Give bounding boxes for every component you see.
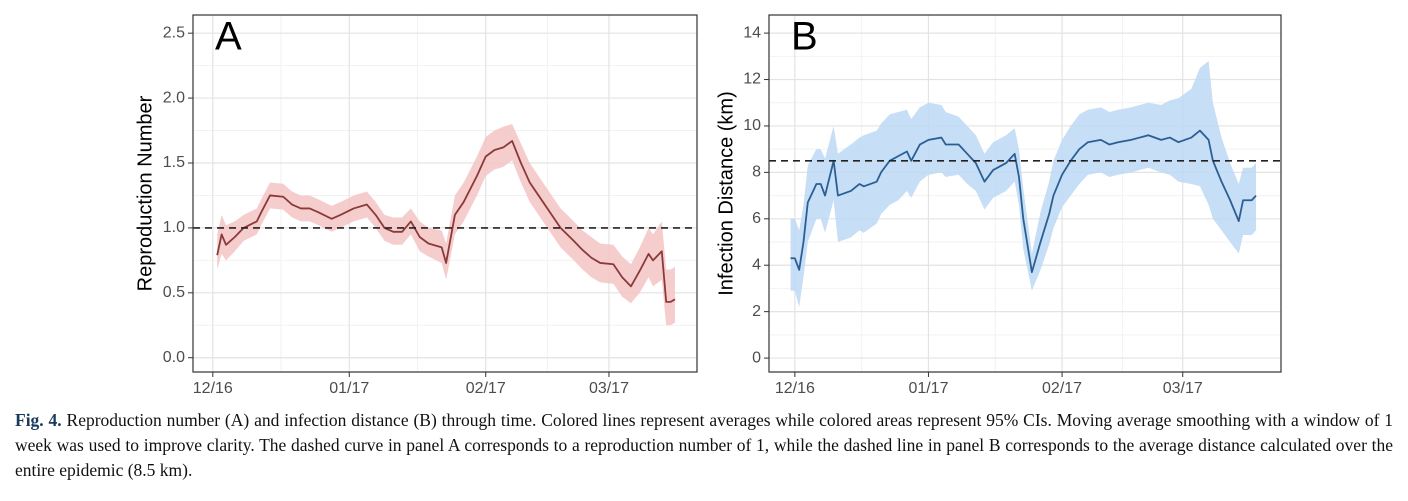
y-tick-label: 2.5	[163, 24, 185, 41]
y-tick-label: 0.5	[163, 284, 185, 301]
x-tick-label: 12/16	[775, 380, 815, 397]
mean-line	[216, 140, 676, 303]
x-tick-label: 03/17	[1163, 380, 1203, 397]
y-tick-label: 0	[752, 349, 761, 366]
caption-label: Fig. 4.	[15, 410, 62, 430]
panel-label: B	[791, 15, 818, 59]
ci-band	[790, 60, 1257, 308]
x-tick-label: 03/17	[589, 380, 629, 397]
figure: 0.0 0.5 1.0 1.5 2.0 2.5 12/16 01/17 02/17 03/17 A R…	[134, 14, 1282, 397]
panel-label: A	[215, 15, 242, 59]
y-tick-label: 8	[752, 164, 761, 181]
y-tick-label: 6	[752, 210, 761, 227]
x-tick-label: 01/17	[908, 380, 948, 397]
y-tick-label: 1.5	[163, 154, 185, 171]
y-tick-label: 4	[752, 256, 761, 273]
caption: Fig. 4. Reproduction number (A) and infe…	[15, 408, 1393, 483]
x-tick-label: 01/17	[329, 380, 369, 397]
panel-border	[768, 14, 1282, 373]
y-tick-label: 0.0	[163, 349, 185, 366]
y-tick-label: 14	[743, 24, 761, 41]
x-tick-label: 12/16	[193, 380, 233, 397]
y-axis-label: Infection Distance (km)	[715, 91, 737, 296]
panel-border	[192, 14, 698, 373]
y-axis-label: Reproduction Number	[134, 95, 156, 291]
x-tick-label: 02/17	[1042, 380, 1082, 397]
y-tick-label: 1.0	[163, 219, 185, 236]
y-tick-label: 2.0	[163, 89, 185, 106]
y-tick-label: 10	[743, 117, 761, 134]
mean-line	[790, 129, 1257, 274]
x-tick-label: 02/17	[466, 380, 506, 397]
caption-text: Reproduction number (A) and infection di…	[15, 410, 1393, 480]
y-tick-label: 2	[752, 303, 761, 320]
y-tick-label: 12	[743, 71, 761, 88]
